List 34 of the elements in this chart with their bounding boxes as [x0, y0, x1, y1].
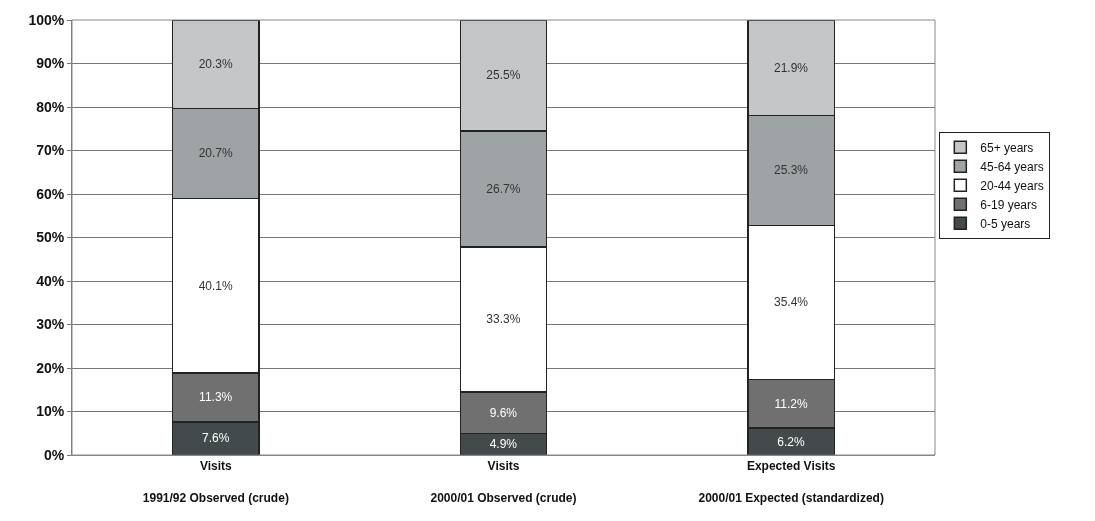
- data-label: 9.6%: [489, 405, 518, 420]
- data-label: 21.9%: [773, 60, 809, 75]
- data-label: 33.3%: [486, 312, 521, 327]
- data-label: 35.4%: [773, 295, 809, 310]
- data-label: 11.3%: [199, 390, 233, 405]
- data-label: 25.3%: [773, 163, 809, 178]
- legend-label: 45-64 years: [980, 159, 1044, 174]
- data-label: 40.1%: [198, 278, 234, 293]
- y-tick-label: 100%: [28, 11, 65, 28]
- y-tick-label: 10%: [36, 403, 65, 420]
- legend-label: 65+ years: [980, 140, 1034, 155]
- y-tick-label: 50%: [36, 229, 65, 246]
- y-tick-label: 60%: [36, 185, 65, 202]
- y-tick-label: 20%: [36, 359, 65, 376]
- legend-label: 0-5 years: [980, 216, 1031, 231]
- data-label: 11.2%: [774, 396, 808, 411]
- data-label: 20.3%: [198, 57, 234, 72]
- data-label: 4.9%: [489, 437, 518, 452]
- legend-label: 6-19 years: [980, 197, 1038, 212]
- data-label: 20.7%: [198, 146, 234, 161]
- data-label: 7.6%: [201, 431, 230, 446]
- data-label: 26.7%: [486, 181, 521, 196]
- y-tick-label: 90%: [36, 55, 65, 72]
- data-label: 25.5%: [486, 68, 521, 83]
- legend-label: 20-44 years: [980, 178, 1044, 193]
- data-label: 6.2%: [777, 434, 806, 449]
- y-tick-label: 70%: [36, 142, 65, 159]
- y-tick-label: 40%: [36, 272, 65, 289]
- category-label: Expected Visits 2000/01 Expected (standardized): [698, 459, 884, 505]
- category-label: Visits 2000/01 Observed (crude): [430, 459, 577, 505]
- y-tick-label: 0%: [43, 446, 65, 463]
- y-tick-label: 80%: [36, 98, 65, 115]
- category-label: Visits 1991/92 Observed (crude): [142, 459, 289, 505]
- y-tick-label: 30%: [36, 316, 65, 333]
